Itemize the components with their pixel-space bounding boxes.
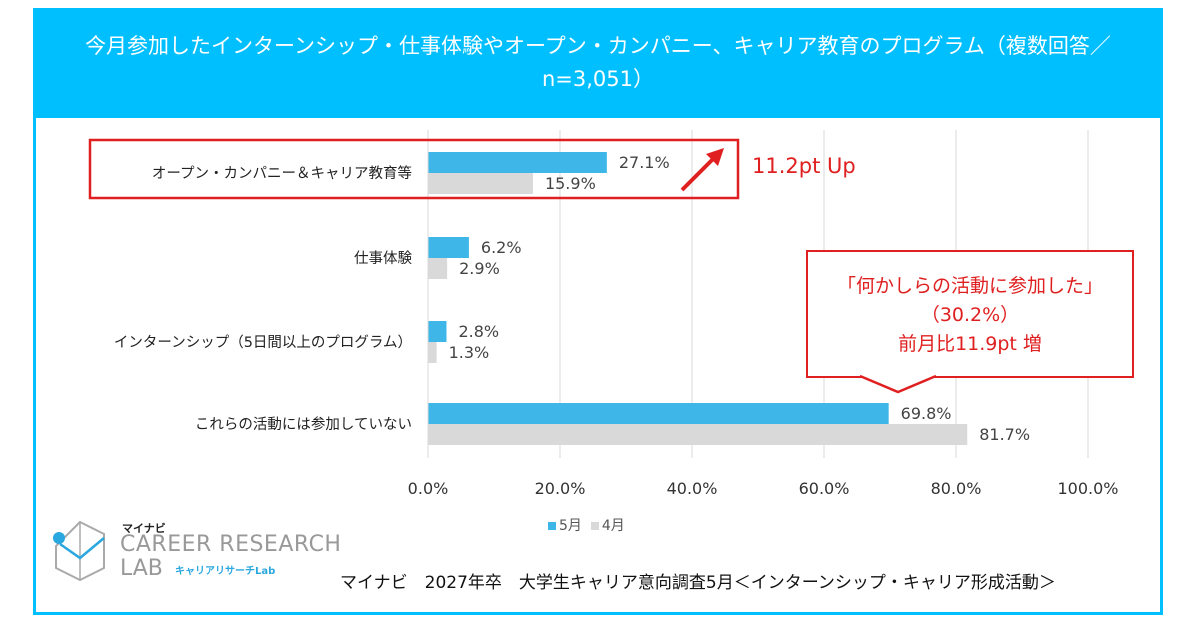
x-tick-label: 0.0% bbox=[408, 479, 449, 498]
legend-label-april: 4月 bbox=[601, 518, 625, 534]
legend: 5月 4月 bbox=[548, 515, 625, 535]
callout-line: 「何かしらの活動に参加した」 bbox=[836, 275, 1103, 297]
callout-line: （30.2%） bbox=[920, 304, 1020, 326]
x-tick-label: 80.0% bbox=[931, 479, 982, 498]
up-arrow-icon bbox=[680, 154, 718, 192]
legend-label-may: 5月 bbox=[559, 518, 582, 534]
up-arrow-head-icon bbox=[706, 148, 724, 166]
bar-april bbox=[428, 258, 448, 279]
data-label: 69.8% bbox=[901, 404, 952, 423]
increase-annotation: 11.2pt Up bbox=[752, 154, 856, 178]
x-tick-label: 20.0% bbox=[535, 479, 586, 498]
logo-sub: キャリアリサーチLab bbox=[175, 566, 276, 577]
category-label: これらの活動には参加していない bbox=[195, 416, 412, 433]
logo-line2: LAB bbox=[120, 556, 163, 581]
bar-april bbox=[428, 173, 533, 194]
category-label: オープン・カンパニー＆キャリア教育等 bbox=[152, 164, 412, 182]
bar-may bbox=[428, 152, 607, 173]
x-tick-label: 40.0% bbox=[667, 479, 718, 498]
category-label: 仕事体験 bbox=[354, 250, 412, 267]
bar-april bbox=[428, 424, 968, 445]
logo-line1: CAREER RESEARCH bbox=[120, 532, 342, 557]
data-label: 6.2% bbox=[481, 238, 522, 257]
x-tick-label: 100.0% bbox=[1057, 479, 1118, 498]
x-tick-label: 60.0% bbox=[799, 479, 850, 498]
callout-box: 「何かしらの活動に参加した」 （30.2%） 前月比11.9pt 増 bbox=[806, 250, 1134, 378]
data-label: 2.8% bbox=[458, 322, 499, 341]
data-label: 27.1% bbox=[619, 153, 670, 172]
bar-may bbox=[428, 321, 447, 342]
bar-april bbox=[428, 342, 437, 363]
bar-may bbox=[428, 237, 469, 258]
data-label: 15.9% bbox=[545, 174, 596, 193]
data-label: 1.3% bbox=[449, 343, 490, 362]
source-note: マイナビ 2027年卒 大学生キャリア意向調査5月＜インターンシップ・キャリア形… bbox=[340, 573, 1056, 593]
callout-line: 前月比11.9pt 増 bbox=[898, 333, 1042, 355]
legend-swatch-april bbox=[590, 522, 599, 530]
chart-title: 今月参加したインターンシップ・仕事体験やオープン・カンパニー、キャリア教育のプロ… bbox=[33, 8, 1163, 118]
data-label: 2.9% bbox=[459, 259, 500, 278]
legend-swatch-may bbox=[548, 522, 556, 530]
logo-brand: マイナビ bbox=[122, 522, 166, 535]
logo-cube-icon bbox=[53, 520, 105, 582]
data-label: 81.7% bbox=[979, 425, 1030, 444]
bar-may bbox=[428, 403, 889, 424]
highlight-box bbox=[88, 138, 740, 200]
category-label: インターンシップ（5日間以上のプログラム） bbox=[114, 334, 412, 351]
